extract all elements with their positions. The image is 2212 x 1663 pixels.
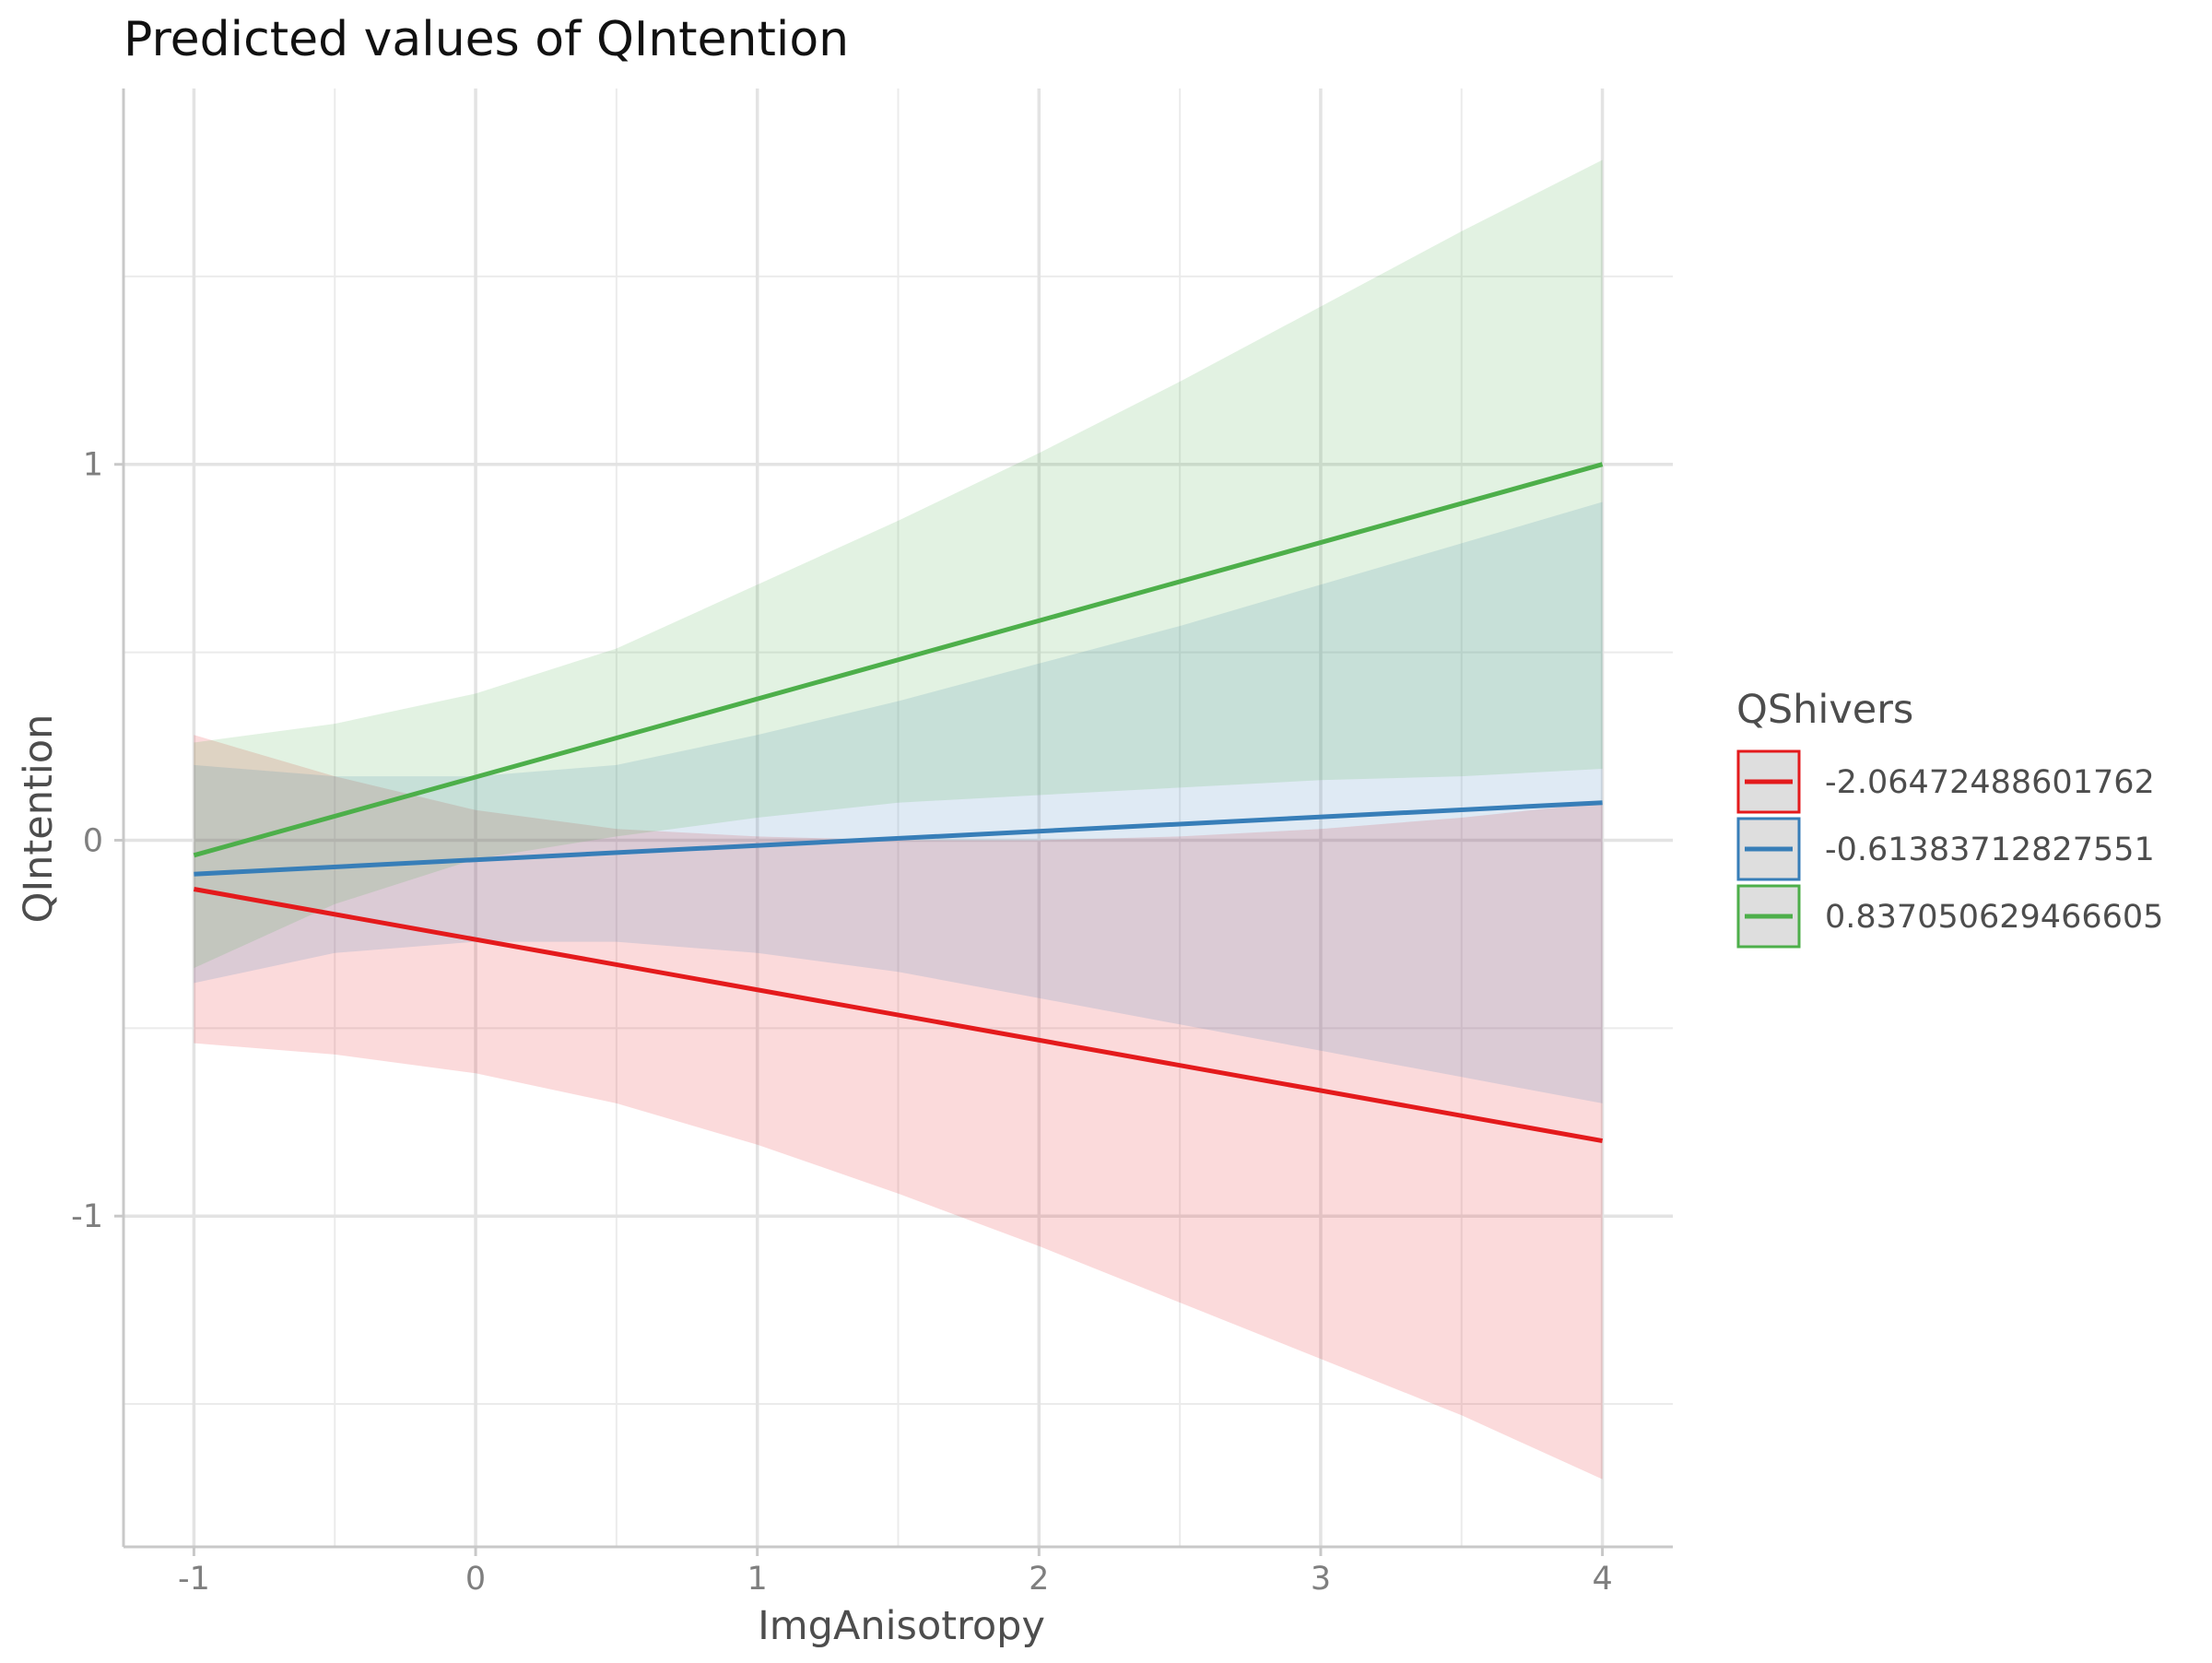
legend-label: -2.06472488601762 [1825,764,2155,801]
y-tick-label: 0 [83,822,103,859]
confidence-bands [194,159,1603,1480]
x-tick-label: 2 [1029,1561,1049,1598]
x-tick-label: 3 [1311,1561,1331,1598]
legend-title: QShivers [1736,687,1913,733]
confidence-band [194,501,1603,1103]
x-tick-label: -1 [178,1561,210,1598]
x-tick-label: 0 [465,1561,486,1598]
legend-item: -2.06472488601762 [1736,749,2155,814]
x-tick-label: 4 [1592,1561,1612,1598]
legend-label: -0.61383712827551 [1825,832,2155,868]
legend-label: 0.837050629466605 [1825,899,2163,936]
legend-items: -2.06472488601762 -0.61383712827551 0.8370… [1736,749,2163,949]
y-tick-label: 1 [83,447,103,484]
legend-item: 0.837050629466605 [1736,884,2163,949]
x-axis-label: ImgAnisotropy [758,1603,1045,1649]
x-tick-label: 1 [747,1561,768,1598]
legend: QShivers -2.06472488601762 -0.61383712827… [1736,687,2163,949]
y-axis-label: QIntention [16,714,62,924]
confidence-band [194,159,1603,969]
series-lines [193,462,1604,1144]
confidence-band [194,735,1603,1480]
series-line [193,887,1604,1144]
series-line [194,800,1603,877]
series-line [193,462,1604,858]
y-tick-label: -1 [71,1198,103,1235]
legend-item: -0.61383712827551 [1736,817,2155,881]
axes [122,88,1673,1549]
chart-title: Predicted values of QIntention [124,12,849,67]
tick-labels: -1 0 1 2 3 4 -1 0 1 [71,447,1613,1598]
